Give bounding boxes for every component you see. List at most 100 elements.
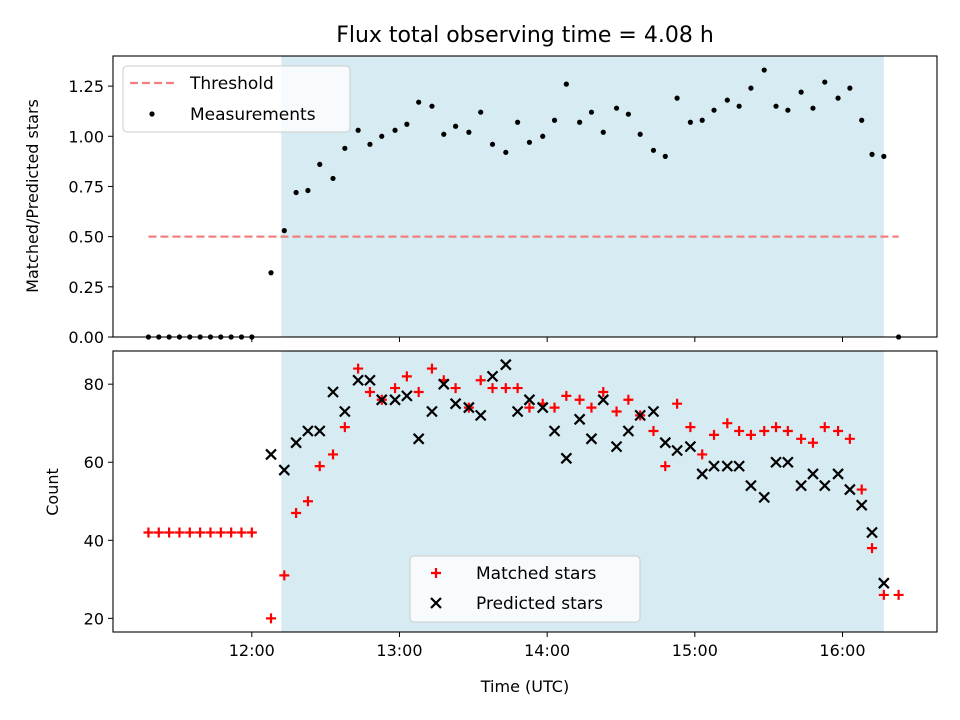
matched-stars-point <box>215 527 226 538</box>
predicted-stars-point <box>302 425 314 437</box>
matched-stars-point <box>401 371 412 382</box>
predicted-stars-point <box>782 456 794 469</box>
matched-stars-point <box>195 527 206 538</box>
matched-stars-point <box>844 433 855 444</box>
measurement-point <box>588 109 595 115</box>
predicted-stars-point <box>721 460 734 472</box>
predicted-stars-point <box>523 394 536 406</box>
predicted-stars-point <box>832 468 844 480</box>
predicted-stars-point <box>844 483 856 496</box>
measurement-point <box>687 119 693 125</box>
legend-matched-label: Matched stars <box>476 564 596 584</box>
predicted-stars-point <box>818 479 831 492</box>
matched-stars-point <box>524 402 535 413</box>
matched-stars-point <box>574 394 585 405</box>
matched-stars-point <box>246 527 257 538</box>
matched-stars-point <box>339 422 350 433</box>
matched-stars-point <box>819 422 830 433</box>
matched-stars-point <box>390 383 401 394</box>
measurement-point <box>650 147 657 153</box>
matched-stars-point <box>833 426 844 437</box>
matched-stars-point <box>279 570 290 581</box>
matched-stars-point <box>734 426 745 437</box>
measurement-point <box>785 107 791 113</box>
measurement-point <box>416 99 422 105</box>
predicted-stars-point <box>770 456 782 469</box>
measurement-point <box>847 85 853 91</box>
y-axis-label: Count <box>43 468 62 516</box>
predicted-stars-point <box>511 405 524 418</box>
matched-stars-point <box>598 386 609 397</box>
measurement-point <box>540 133 546 139</box>
predicted-stars-point <box>622 425 635 437</box>
measurement-point <box>404 121 410 127</box>
measurement-point <box>466 129 472 135</box>
measurement-point <box>392 127 398 133</box>
measurement-point <box>822 79 828 85</box>
measurement-point <box>281 228 287 234</box>
legend-matched-swatch <box>431 568 441 578</box>
predicted-stars-point <box>426 405 438 418</box>
measurement-point <box>441 131 447 137</box>
legend-box <box>409 555 641 623</box>
predicted-stars-point <box>375 394 388 406</box>
matched-stars-point <box>611 406 622 417</box>
measurement-point <box>478 109 484 115</box>
matched-stars-point <box>426 363 437 374</box>
observing-window-shading <box>281 56 884 337</box>
measurement-point <box>526 139 533 145</box>
measurement-point <box>342 145 348 151</box>
measurement-point <box>367 141 373 147</box>
predicted-stars-point <box>278 464 291 476</box>
predicted-stars-point <box>610 440 623 453</box>
matched-stars-point <box>353 363 364 374</box>
legend-predicted-label: Predicted stars <box>476 594 603 614</box>
predicted-stars-point <box>474 409 487 422</box>
legend-box <box>122 65 351 133</box>
measurement-point <box>637 131 643 137</box>
measurement-point <box>798 89 804 95</box>
y-tick-label: 1.00 <box>68 127 104 146</box>
matched-stars-point <box>153 527 164 538</box>
predicted-stars-point <box>758 491 771 504</box>
measurement-point <box>711 107 717 113</box>
matched-stars-point <box>561 390 572 401</box>
matched-stars-point <box>143 527 154 538</box>
predicted-stars-point <box>313 425 326 437</box>
matched-stars-point <box>487 383 498 394</box>
measurement-point <box>489 141 496 147</box>
matched-stars-point <box>236 527 247 538</box>
legend-predicted-swatch <box>430 597 442 609</box>
measurement-point <box>379 133 385 139</box>
legend-measurement-swatch <box>149 111 155 117</box>
predicted-stars-point <box>449 397 462 410</box>
measurement-point <box>869 151 875 157</box>
predicted-stars-point <box>438 378 450 390</box>
axes-frame <box>112 55 938 338</box>
y-tick-label: 1.25 <box>68 77 104 96</box>
measurement-point <box>748 85 754 91</box>
predicted-stars-point <box>696 468 708 480</box>
measurement-point <box>859 117 865 123</box>
y-tick-label: 40 <box>84 531 104 550</box>
matched-stars-point <box>549 402 560 413</box>
predicted-stars-point <box>745 479 757 492</box>
predicted-stars-point <box>659 436 672 449</box>
predicted-stars-point <box>290 436 302 449</box>
measurement-point <box>699 117 705 123</box>
predicted-stars-point <box>733 460 745 472</box>
matched-stars-point <box>302 496 313 507</box>
measurement-point <box>330 175 336 182</box>
matched-stars-point <box>759 426 770 437</box>
matched-stars-point <box>697 449 708 460</box>
predicted-stars-point <box>708 460 720 472</box>
matched-stars-point <box>586 402 597 413</box>
measurement-point <box>563 81 569 87</box>
predicted-stars-point <box>560 452 573 465</box>
matched-stars-point <box>660 461 671 472</box>
matched-stars-point <box>878 589 889 600</box>
matched-stars-point <box>174 527 185 538</box>
predicted-stars-point <box>585 433 598 445</box>
matched-stars-point <box>226 527 237 538</box>
